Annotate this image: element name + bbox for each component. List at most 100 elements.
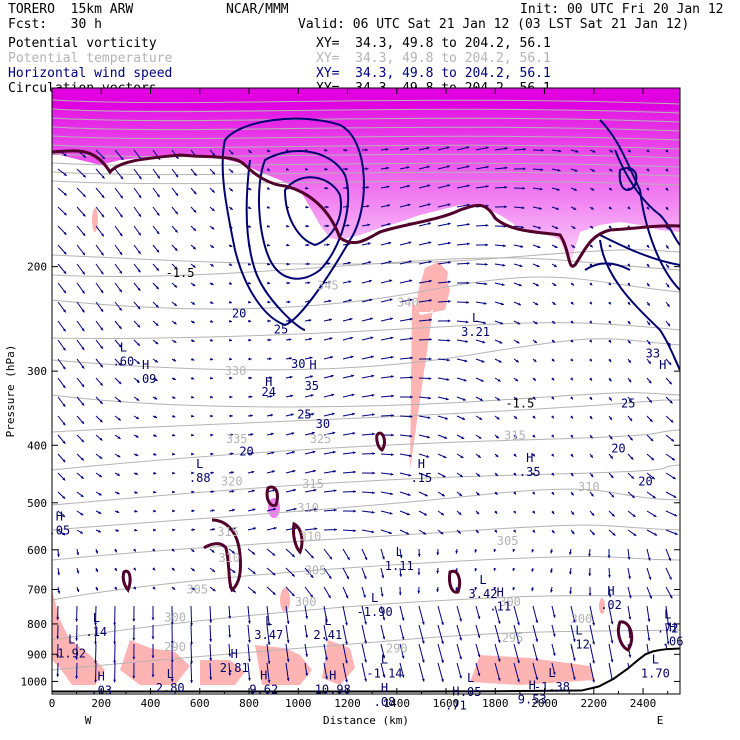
pv-positive-shading (52, 590, 105, 685)
circulation-vector-head (252, 508, 256, 512)
circulation-vector-head (345, 679, 348, 683)
circulation-vector-head (82, 174, 86, 178)
circulation-vector-head (428, 241, 432, 245)
theta-contour-label: 305 (497, 534, 519, 548)
circulation-vector (513, 643, 520, 664)
circulation-vector-head (630, 456, 634, 460)
circulation-vector-head (346, 576, 349, 580)
circulation-vector-head (325, 657, 328, 661)
circulation-vector-head (501, 283, 505, 286)
circulation-vector-head (533, 359, 537, 362)
circulation-vector-head (172, 471, 175, 475)
circulation-vector (608, 662, 613, 682)
circulation-vector-head (477, 473, 481, 477)
circulation-vector-head (589, 358, 592, 362)
circulation-vector-head (62, 459, 66, 463)
circulation-vector-head (137, 342, 140, 346)
circulation-vector-head (610, 640, 614, 644)
extremum-marker: L (664, 608, 671, 622)
circulation-vector-head (327, 262, 331, 265)
circulation-vector-head (570, 358, 573, 362)
circulation-vector-head (669, 400, 673, 404)
circulation-vector-head (136, 379, 140, 383)
circulation-vector-head (466, 261, 470, 265)
circulation-vector-head (156, 231, 160, 235)
circulation-vector-head (325, 186, 329, 190)
circulation-vector-head (647, 618, 651, 622)
legend-theta-xy: XY= 34.3, 49.8 to 204.2, 56.1 (316, 51, 551, 66)
circulation-vector-head (589, 377, 592, 381)
circulation-vector-head (447, 203, 451, 207)
circulation-vector-head (436, 570, 440, 574)
circulation-vector-head (289, 375, 293, 379)
circulation-vector-head (532, 415, 536, 419)
circulation-vector-head (267, 300, 271, 304)
circulation-vector-head (591, 168, 595, 172)
circulation-vector-head (348, 280, 352, 284)
circulation-vector-head (552, 614, 556, 618)
theta-contour-label: 335 (226, 432, 248, 446)
circulation-vector (513, 624, 520, 645)
circulation-vector-head (364, 557, 368, 561)
circulation-vector-head (156, 267, 159, 271)
wind-speed-contour (584, 262, 631, 271)
circulation-vector (532, 662, 538, 681)
x-tick-label: 2000 (531, 697, 558, 710)
circulation-vector-head (174, 266, 178, 270)
circulation-vector-head (266, 186, 270, 190)
circulation-vector (437, 624, 444, 645)
circulation-vector-head (401, 617, 405, 621)
theta-contour-label: 325 (310, 432, 332, 446)
pv-contour-line (448, 569, 462, 594)
circulation-vector-head (382, 556, 385, 560)
circulation-vector-head (305, 186, 309, 190)
circulation-vector-head (426, 165, 430, 169)
circulation-vector-head (428, 279, 432, 283)
circulation-vector-head (479, 398, 483, 401)
circulation-vector-head (628, 398, 632, 402)
circulation-vector-head (156, 249, 160, 253)
circulation-vector-head (192, 587, 196, 591)
circulation-vector-head (387, 204, 391, 208)
x-tick-label: 0 (49, 697, 56, 710)
circulation-vector-head (119, 214, 123, 218)
circulation-vector-head (476, 511, 480, 515)
circulation-vector (418, 624, 425, 644)
circulation-vector-head (63, 172, 67, 176)
circulation-vector-head (132, 656, 136, 660)
axes: 0 200 400 600 800 1000 1200 1400 1600 1800 2000 220… (4, 87, 681, 727)
circulation-vector-head (62, 385, 66, 389)
circulation-vector-head (653, 514, 657, 517)
circulation-vector-head (82, 252, 86, 256)
circulation-vector-head (401, 674, 405, 678)
circulation-vector-head (190, 642, 193, 645)
circulation-vector-head (57, 590, 61, 594)
circulation-vector-head (497, 378, 501, 382)
circulation-vector-head (331, 412, 335, 416)
circulation-vector-head (514, 416, 518, 419)
circulation-vector-head (267, 149, 271, 153)
circulation-vector-head (76, 552, 80, 556)
circulation-vector-head (552, 671, 556, 675)
theta-contour-line (52, 399, 680, 433)
circulation-vector-head (193, 209, 197, 213)
circulation-vector-head (229, 300, 232, 304)
circulation-vector-head (533, 377, 536, 381)
circulation-vector-head (666, 284, 670, 288)
circulation-vector-head (63, 192, 67, 196)
circulation-vector-head (137, 324, 141, 328)
circulation-vector-head (535, 283, 539, 287)
circulation-vector-head (608, 575, 611, 578)
circulation-vector-head (428, 377, 432, 380)
circulation-vector-head (407, 493, 411, 496)
circulation-vector-head (365, 148, 368, 152)
circulation-vector-head (173, 321, 177, 325)
circulation-vector-head (522, 186, 526, 190)
wind-contour-label: 33 (646, 346, 660, 360)
circulation-vector-head (627, 301, 631, 305)
circulation-vector-head (63, 309, 66, 313)
circulation-vector-head (446, 165, 450, 169)
theta-contour-label: 310 (297, 501, 319, 515)
circulation-vector-head (446, 378, 450, 381)
circulation-vector-head (512, 568, 516, 572)
